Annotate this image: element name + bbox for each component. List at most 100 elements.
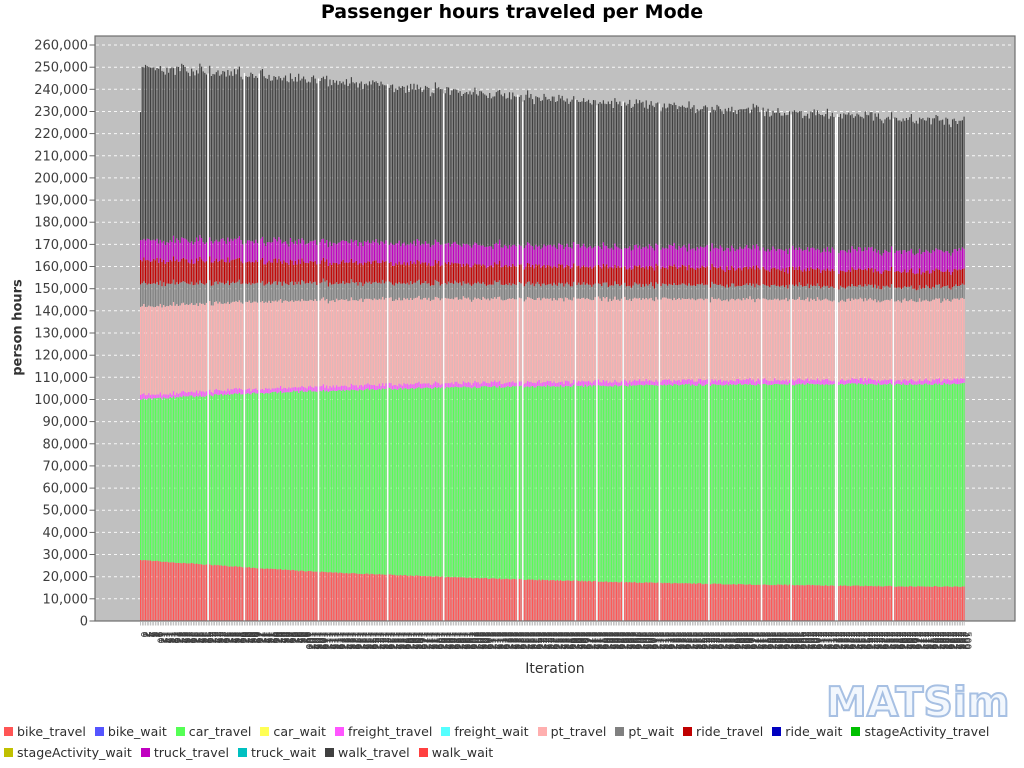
x-tick-label: 193: [456, 632, 467, 650]
x-tick-label: 91: [288, 632, 299, 644]
x-tick-label: 332: [685, 632, 696, 650]
x-tick-label: 255: [558, 632, 569, 650]
legend-label: pt_travel: [550, 724, 607, 739]
x-tick-label: 96: [296, 632, 307, 644]
x-tick-label: 152: [388, 632, 399, 650]
x-tick-label: 290: [616, 632, 627, 650]
y-tick-label: 190,000: [34, 194, 88, 209]
x-tick-label: 0: [138, 632, 149, 638]
x-tick-label: 408: [810, 632, 821, 650]
x-tick-label: 103: [308, 632, 319, 650]
x-tick-label: 338: [695, 632, 706, 650]
x-tick-label: 235: [525, 632, 536, 650]
x-tick-label: 420: [830, 632, 841, 650]
x-tick-label: 381: [766, 632, 777, 650]
x-tick-label: 434: [853, 632, 864, 650]
x-tick-label: 347: [710, 632, 721, 650]
x-tick-label: 286: [609, 632, 620, 650]
legend-swatch-icon: [237, 748, 247, 757]
legend-label: walk_wait: [431, 745, 494, 760]
y-tick-label: 60,000: [43, 482, 89, 497]
x-tick-label: 335: [690, 632, 701, 650]
x-tick-label: 210: [484, 632, 495, 650]
x-tick-label: 204: [474, 632, 485, 650]
x-tick-label: 302: [635, 632, 646, 650]
y-tick-label: 90,000: [43, 415, 89, 430]
x-tick-label: 415: [822, 632, 833, 650]
x-axis-ticks: [140, 622, 965, 626]
x-tick-label: 349: [713, 632, 724, 650]
x-tick-label: 133: [357, 632, 368, 650]
x-tick-label: 303: [637, 632, 648, 650]
x-tick-label: 257: [561, 632, 572, 650]
x-tick-label: 165: [410, 632, 421, 650]
x-tick-label: 399: [795, 632, 806, 650]
x-tick-label: 132: [356, 632, 367, 650]
x-tick-label: 158: [398, 632, 409, 650]
chart-canvas: 0 10,000 20,000 30,000 40,000 50,000 60,000 70,…: [34, 35, 1016, 650]
x-tick-label: 363: [736, 632, 747, 650]
x-tick-label: 27: [183, 632, 194, 644]
x-tick-label: 370: [747, 632, 758, 650]
x-tick-label: 199: [466, 632, 477, 650]
x-tick-label: 192: [454, 632, 465, 650]
x-tick-label: 208: [481, 632, 492, 650]
x-tick-label: 9: [153, 632, 164, 638]
x-tick-label: 221: [502, 632, 513, 650]
x-tick-label: 460: [896, 632, 907, 650]
x-tick-label: 6: [148, 632, 159, 638]
x-tick-label: 65: [245, 632, 256, 644]
legend-item-truck_wait: truck_wait: [237, 745, 316, 760]
series-bike_travel: [140, 560, 965, 621]
x-tick-label: 449: [878, 632, 889, 650]
x-tick-label: 14: [161, 632, 172, 644]
x-tick-label: 305: [640, 632, 651, 650]
x-tick-label: 419: [828, 632, 839, 650]
x-tick-label: 147: [380, 632, 391, 650]
x-tick-label: 461: [897, 632, 908, 650]
plot-border: [94, 35, 1016, 622]
x-tick-label: 426: [840, 632, 851, 650]
x-tick-label: 485: [937, 632, 948, 650]
x-tick-label: 333: [687, 632, 698, 650]
x-tick-label: 447: [874, 632, 885, 650]
x-tick-label: 90: [286, 632, 297, 644]
x-tick-label: 488: [942, 632, 953, 650]
x-tick-label: 369: [746, 632, 757, 650]
x-tick-label: 320: [665, 632, 676, 650]
series-pt_travel: [140, 295, 965, 396]
x-tick-label: 224: [507, 632, 518, 650]
legend-item-freight_travel: freight_travel: [335, 724, 432, 739]
x-tick-label: 355: [723, 632, 734, 650]
x-tick-label: 448: [876, 632, 887, 650]
x-tick-label: 319: [663, 632, 674, 650]
legend-label: car_travel: [188, 724, 252, 739]
x-tick-label: 98: [300, 632, 311, 644]
x-tick-label: 1: [140, 632, 151, 638]
x-tick-label: 477: [924, 632, 935, 650]
x-tick-label: 281: [601, 632, 612, 650]
series-freight_travel: [140, 378, 965, 400]
x-tick-label: 73: [258, 632, 269, 644]
x-tick-label: 89: [285, 632, 296, 644]
x-tick-label: 389: [779, 632, 790, 650]
x-tick-label: 122: [339, 632, 350, 650]
x-tick-label: 421: [831, 632, 842, 650]
x-tick-label: 214: [491, 632, 502, 650]
x-tick-label: 120: [336, 632, 347, 650]
x-tick-label: 343: [703, 632, 714, 650]
x-tick-label: 478: [925, 632, 936, 650]
x-tick-label: 435: [855, 632, 866, 650]
x-tick-label: 39: [202, 632, 213, 644]
legend-item-walk_wait: walk_wait: [418, 745, 494, 760]
x-tick-label: 71: [255, 632, 266, 644]
x-tick-label: 202: [471, 632, 482, 650]
x-tick-label: 311: [650, 632, 661, 650]
x-tick-label: 308: [645, 632, 656, 650]
x-tick-label: 187: [446, 632, 457, 650]
series-truck_travel: [140, 235, 965, 275]
x-tick-label: 177: [430, 632, 441, 650]
x-tick-label: 438: [859, 632, 870, 650]
x-tick-label: 443: [868, 632, 879, 650]
x-tick-label: 43: [209, 632, 220, 644]
